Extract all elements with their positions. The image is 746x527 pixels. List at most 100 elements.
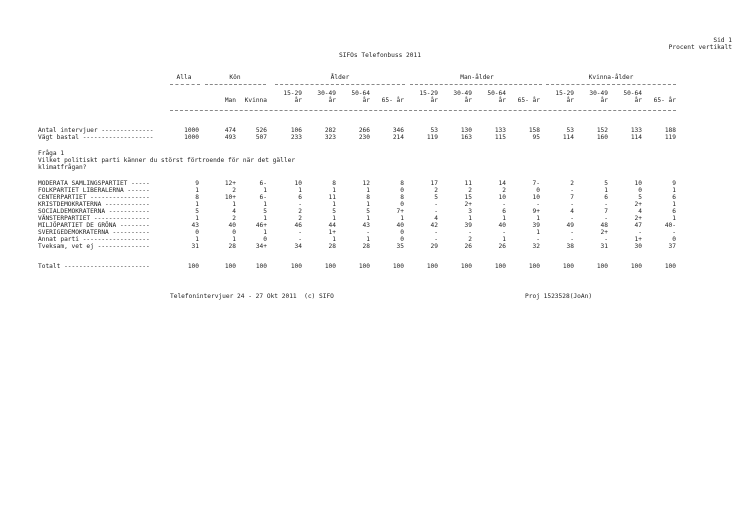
cell-value: 1 [366, 201, 370, 208]
row-label: SOCIALDEMOKRATERNA ----------- [38, 208, 150, 215]
cell-value: 8 [400, 194, 404, 201]
group-kon: Kön [229, 74, 241, 81]
cell-value: 346 [392, 127, 404, 134]
cell-value: 1 [195, 236, 199, 243]
cell-value: 29 [430, 243, 438, 250]
cell-value: - [434, 201, 438, 208]
cell-value: 230 [358, 134, 370, 141]
cell-value: 1+ [328, 229, 336, 236]
cell-value: 100 [460, 263, 472, 270]
cell-value: 0 [672, 236, 676, 243]
cell-value: 1 [468, 215, 472, 222]
cell-value: 1 [332, 201, 336, 208]
rule [170, 110, 676, 111]
rule [275, 84, 405, 85]
cell-value: 2 [468, 187, 472, 194]
cell-value: 43 [191, 222, 199, 229]
cell-value: 95 [532, 134, 540, 141]
cell-value: 1000 [184, 134, 199, 141]
cell-value: - [604, 201, 608, 208]
column-header: år [328, 97, 336, 104]
cell-value: 2 [434, 187, 438, 194]
cell-value: 152 [596, 127, 608, 134]
page-number: Sid 1 [713, 37, 732, 44]
cell-value: 1 [536, 229, 540, 236]
cell-value: 266 [358, 127, 370, 134]
cell-value: 0 [400, 229, 404, 236]
cell-value: - [298, 236, 302, 243]
cell-value: 2 [570, 180, 574, 187]
cell-value: 4 [232, 208, 236, 215]
cell-value: 1 [263, 187, 267, 194]
cell-value: 526 [255, 127, 267, 134]
cell-value: 158 [528, 127, 540, 134]
cell-value: 28 [228, 243, 236, 250]
report-mode: Procent vertikalt [668, 44, 732, 51]
cell-value: 2+ [600, 229, 608, 236]
cell-value: 100 [358, 263, 370, 270]
column-header: Man [224, 97, 236, 104]
cell-value: 100 [324, 263, 336, 270]
cell-value: 5 [434, 194, 438, 201]
cell-value: 30 [634, 243, 642, 250]
cell-value: 119 [426, 134, 438, 141]
cell-value: 0 [400, 236, 404, 243]
question-text-2: klimatfrågan? [38, 164, 87, 171]
cell-value: 9+ [532, 208, 540, 215]
row-label: Vägt bastal ------------------- [38, 134, 154, 141]
group-kvinna-alder: Kvinna-ålder [588, 74, 634, 81]
cell-value: 100 [187, 263, 199, 270]
cell-value: 8 [400, 180, 404, 187]
column-header: 65- år [653, 97, 676, 104]
column-header: 65- år [381, 97, 404, 104]
row-label: FOLKPARTIET LIBERALERNA ------ [38, 187, 150, 194]
cell-value: 7+ [396, 208, 404, 215]
cell-value: 163 [460, 134, 472, 141]
cell-value: 106 [290, 127, 302, 134]
cell-value: 1 [400, 215, 404, 222]
column-header: år [464, 97, 472, 104]
row-label: MILJÖPARTIET DE GRÖNA -------- [38, 222, 150, 229]
cell-value: 8 [332, 180, 336, 187]
cell-value: 49 [566, 222, 574, 229]
cell-value: 6- [259, 180, 267, 187]
cell-value: 4 [638, 208, 642, 215]
column-header: 15-29 [283, 90, 302, 97]
footer-right: Proj 1523528(JoAn) [525, 293, 593, 300]
cell-value: 0 [400, 201, 404, 208]
cell-value: 1 [366, 215, 370, 222]
cell-value: 14 [498, 180, 506, 187]
cell-value: 6 [604, 194, 608, 201]
footer-left: Telefonintervjuer 24 - 27 Okt 2011 (c) S… [170, 293, 334, 300]
cell-value: 0 [232, 229, 236, 236]
cell-value: 2 [502, 187, 506, 194]
cell-value: 10 [294, 180, 302, 187]
cell-value: 160 [596, 134, 608, 141]
cell-value: 53 [566, 127, 574, 134]
cell-value: 46+ [255, 222, 267, 229]
column-header: år [362, 97, 370, 104]
cell-value: - [298, 229, 302, 236]
cell-value: 17 [430, 180, 438, 187]
cell-value: 1 [232, 201, 236, 208]
cell-value: - [468, 229, 472, 236]
cell-value: 31 [191, 243, 199, 250]
cell-value: 119 [664, 134, 676, 141]
cell-value: 5 [366, 208, 370, 215]
cell-value: 4 [434, 215, 438, 222]
column-header: 65- år [517, 97, 540, 104]
row-label: Annat parti ------------------ [38, 236, 150, 243]
cell-value: 1 [263, 215, 267, 222]
cell-value: 114 [562, 134, 574, 141]
column-header: år [498, 97, 506, 104]
cell-value: 0 [195, 229, 199, 236]
cell-value: 10+ [224, 194, 236, 201]
row-label: Tveksam, vet ej -------------- [38, 243, 150, 250]
column-header: år [566, 97, 574, 104]
cell-value: 0 [263, 236, 267, 243]
cell-value: - [570, 187, 574, 194]
cell-value: 188 [664, 127, 676, 134]
cell-value: - [638, 229, 642, 236]
cell-value: 5 [332, 208, 336, 215]
cell-value: 31 [600, 243, 608, 250]
